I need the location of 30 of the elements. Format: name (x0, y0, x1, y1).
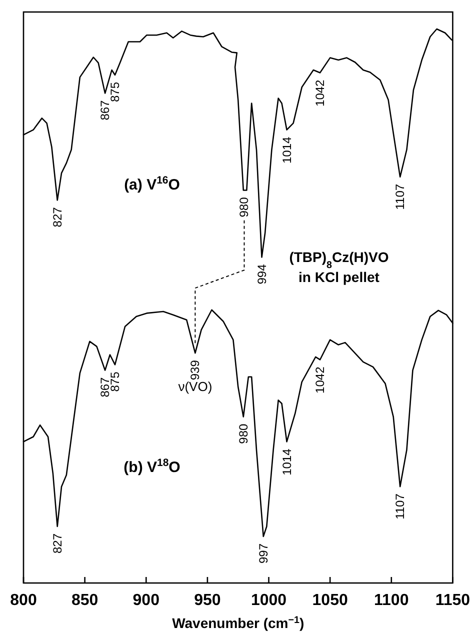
annotation: (TBP)$_{8}$Cz(H)VO (289, 249, 389, 270)
annotation: (b) V$^{18}$O (124, 457, 181, 476)
annotation: 980 (236, 423, 250, 444)
annotation: 827 (50, 206, 64, 228)
annotation: 994 (254, 264, 269, 284)
x-tick-label: 800 (10, 592, 37, 609)
annotation: (a) V$^{16}$O (124, 174, 180, 194)
annotation: 827 (50, 533, 64, 554)
x-axis-title: Wavenumber (cm$^{−1}$) (172, 614, 304, 631)
x-tick-label: 1100 (374, 592, 409, 609)
annotation: 980 (237, 196, 252, 218)
x-tick-label: 1050 (312, 592, 348, 609)
annotation: 1042 (313, 79, 328, 106)
x-tick-label: 1150 (435, 592, 470, 609)
annotation: 867 (98, 100, 112, 120)
x-tick-label: 1000 (250, 592, 287, 609)
x-tick-label: 950 (194, 592, 221, 609)
annotation: 875 (108, 82, 122, 102)
annotation: 1014 (280, 448, 294, 476)
x-tick-label: 900 (132, 592, 160, 609)
annotation: in KCl pellet (298, 269, 380, 285)
annotation: ν(VO) (178, 379, 212, 394)
x-tick-label: 850 (71, 592, 98, 609)
annotation: 1042 (313, 366, 328, 394)
annotation: 997 (256, 543, 270, 564)
annotation: 1107 (393, 184, 408, 210)
annotation: 939 (188, 360, 202, 380)
annotation: 1014 (280, 136, 294, 164)
annotation: 1107 (393, 493, 408, 520)
annotation: 875 (108, 371, 122, 392)
